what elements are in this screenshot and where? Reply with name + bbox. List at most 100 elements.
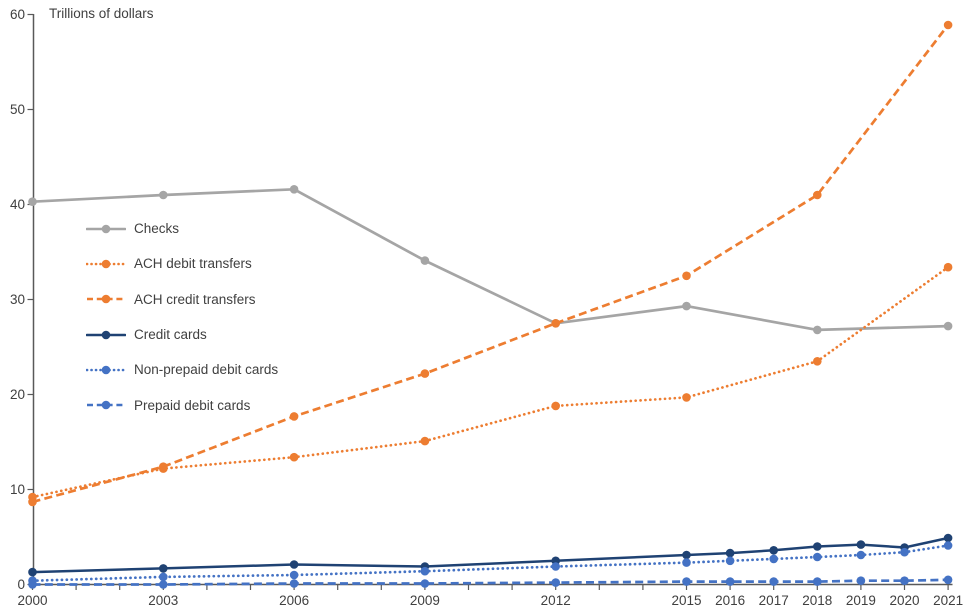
data-point-non-prepaid-debit-cards	[420, 566, 430, 576]
y-tick-label: 20	[10, 387, 25, 402]
legend-marker-checks	[101, 224, 111, 233]
series-line-prepaid-debit-cards	[32, 578, 949, 586]
data-point-non-prepaid-debit-cards	[900, 547, 909, 557]
data-point-non-prepaid-debit-cards	[551, 562, 560, 571]
legend-label: Non-prepaid debit cards	[134, 362, 279, 378]
y-tick-label: 50	[10, 102, 25, 117]
data-point-non-prepaid-debit-cards	[813, 552, 822, 562]
data-point-ach-debit-transfers	[551, 401, 560, 411]
data-point-ach-debit-transfers	[420, 436, 430, 446]
y-tick-label: 0	[17, 577, 25, 592]
legend-label: Prepaid debit cards	[134, 397, 251, 413]
data-point-credit-cards	[159, 564, 168, 573]
data-point-credit-cards	[813, 542, 822, 551]
series-line-ach-debit-transfers	[31, 265, 950, 499]
data-point-prepaid-debit-cards	[769, 577, 778, 586]
legend-swatch-checks	[86, 224, 126, 233]
legend-marker-ach-credit-transfers	[101, 294, 111, 304]
legend: Checks ACH debit transfers ACH credit tran…	[86, 211, 278, 423]
legend-marker-credit-cards	[101, 330, 111, 339]
data-point-ach-credit-transfers	[551, 319, 560, 328]
data-point-prepaid-debit-cards	[551, 578, 560, 587]
data-point-non-prepaid-debit-cards	[856, 550, 866, 560]
data-point-non-prepaid-debit-cards	[682, 558, 691, 567]
x-tick-label: 2021	[933, 593, 963, 608]
x-tick-label: 2015	[671, 593, 701, 608]
legend-item-non-prepaid-debit-cards: Non-prepaid debit cards	[86, 352, 278, 387]
legend-marker-ach-debit-transfers	[101, 259, 111, 269]
legend-marker-non-prepaid-debit-cards	[101, 365, 111, 375]
x-tick-label: 2018	[802, 593, 832, 608]
data-point-ach-debit-transfers	[813, 357, 822, 366]
x-axis: 2000 2003 2006 2009 2012 2015 2016 2017 2018 2019…	[17, 584, 963, 608]
data-point-prepaid-debit-cards	[813, 577, 822, 586]
data-point-non-prepaid-debit-cards	[159, 572, 168, 582]
data-point-credit-cards	[289, 560, 299, 569]
data-point-prepaid-debit-cards	[682, 577, 691, 586]
data-point-prepaid-debit-cards	[289, 579, 299, 588]
data-point-prepaid-debit-cards	[420, 579, 430, 588]
y-tick-label: 30	[10, 292, 25, 307]
x-tick-label: 2012	[541, 593, 571, 608]
data-point-credit-cards	[725, 548, 735, 558]
x-tick-label: 2019	[846, 593, 876, 608]
data-point-ach-debit-transfers	[943, 262, 953, 272]
data-point-ach-credit-transfers	[813, 190, 822, 200]
data-point-prepaid-debit-cards	[28, 580, 37, 589]
y-tick-label: 10	[10, 482, 25, 497]
data-point-non-prepaid-debit-cards	[943, 541, 953, 550]
y-tick-label: 40	[10, 197, 25, 212]
y-axis-title: Trillions of dollars	[49, 6, 154, 21]
data-point-prepaid-debit-cards	[856, 576, 866, 585]
series-line-non-prepaid-debit-cards	[31, 544, 950, 583]
data-point-credit-cards	[943, 533, 953, 543]
data-point-ach-debit-transfers	[289, 452, 299, 462]
x-tick-label: 2000	[17, 593, 47, 608]
data-point-credit-cards	[769, 546, 778, 555]
data-point-credit-cards	[682, 550, 691, 560]
legend-item-prepaid-debit-cards: Prepaid debit cards	[86, 387, 278, 422]
legend-swatch-credit-cards	[86, 330, 126, 339]
data-point-checks	[813, 325, 822, 335]
data-point-credit-cards	[28, 567, 37, 577]
legend-item-credit-cards: Credit cards	[86, 317, 278, 352]
data-point-ach-credit-transfers	[682, 271, 691, 281]
x-tick-label: 2016	[715, 593, 745, 608]
data-point-prepaid-debit-cards	[943, 575, 953, 585]
data-point-ach-credit-transfers	[28, 497, 37, 507]
legend-item-ach-credit-transfers: ACH credit transfers	[86, 282, 278, 317]
data-point-ach-debit-transfers	[682, 393, 691, 402]
data-point-prepaid-debit-cards	[900, 576, 909, 585]
series-non-prepaid-debit-cards	[28, 541, 953, 585]
data-point-checks	[28, 197, 37, 206]
x-tick-label: 2020	[889, 593, 919, 608]
y-tick-label: 60	[10, 7, 25, 22]
data-point-checks	[682, 301, 691, 311]
data-point-ach-credit-transfers	[289, 412, 299, 421]
data-point-ach-credit-transfers	[159, 462, 168, 472]
data-point-ach-credit-transfers	[420, 369, 430, 378]
legend-swatch-ach-debit-transfers	[86, 259, 126, 269]
legend-marker-prepaid-debit-cards	[101, 400, 111, 410]
data-point-prepaid-debit-cards	[725, 577, 735, 586]
legend-label: Credit cards	[134, 327, 207, 343]
data-point-prepaid-debit-cards	[159, 580, 168, 589]
legend-swatch-non-prepaid-debit-cards	[86, 365, 126, 375]
series-line-checks	[31, 187, 950, 332]
data-point-non-prepaid-debit-cards	[769, 554, 778, 564]
legend-item-checks: Checks	[86, 211, 278, 246]
data-point-checks	[159, 190, 168, 200]
legend-label: ACH debit transfers	[134, 256, 252, 272]
series-line-ach-credit-transfers	[32, 24, 950, 504]
data-point-non-prepaid-debit-cards	[725, 556, 735, 566]
x-tick-label: 2003	[148, 593, 178, 608]
series-prepaid-debit-cards	[28, 575, 953, 589]
data-point-non-prepaid-debit-cards	[289, 570, 299, 580]
legend-swatch-prepaid-debit-cards	[87, 400, 125, 410]
x-tick-label: 2017	[759, 593, 789, 608]
series-line-credit-cards	[31, 536, 950, 574]
legend-label: ACH credit transfers	[134, 291, 256, 307]
data-point-checks	[943, 321, 953, 331]
